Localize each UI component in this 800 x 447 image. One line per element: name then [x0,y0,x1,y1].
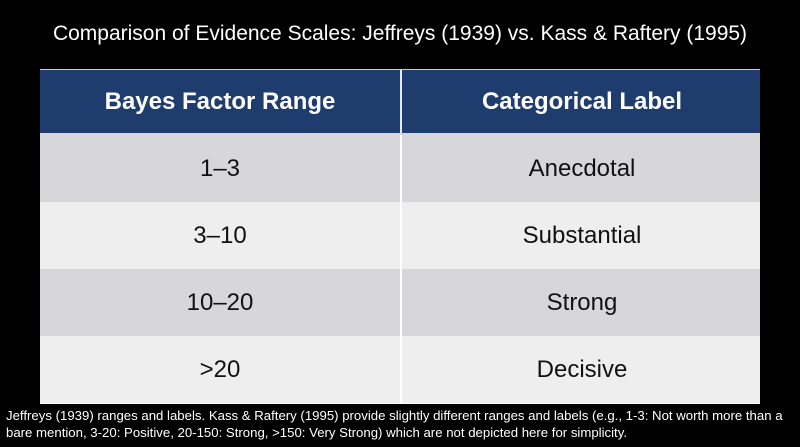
categorical-label-cell: Decisive [400,336,762,403]
bayes-factor-range-cell: 1–3 [199,154,241,182]
categorical-label-cell: Substantial [400,202,762,269]
bayes-factor-range-cell: 10–20 [186,288,254,316]
bayes-factor-range-cell: 3–10 [193,221,247,249]
table-row: 10–20 Strong [40,269,760,336]
header-categorical-label: Categorical Label [400,70,762,133]
header-bayes-factor-range: Bayes Factor Range [104,87,336,115]
bayes-factor-range-cell: >20 [199,355,241,383]
slide-title: Comparison of Evidence Scales: Jeffreys … [52,22,748,45]
table-row: 1–3 Anecdotal [40,135,760,202]
table-row: 3–10 Substantial [40,202,760,269]
evidence-scale-table: Bayes Factor Range Categorical Label 1–3… [40,69,760,404]
categorical-label-cell: Anecdotal [400,135,762,202]
footnote: Jeffreys (1939) ranges and labels. Kass … [6,408,783,440]
table-header-row: Bayes Factor Range Categorical Label [40,69,760,135]
categorical-label-cell: Strong [400,269,762,336]
table-row: >20 Decisive [40,336,760,403]
